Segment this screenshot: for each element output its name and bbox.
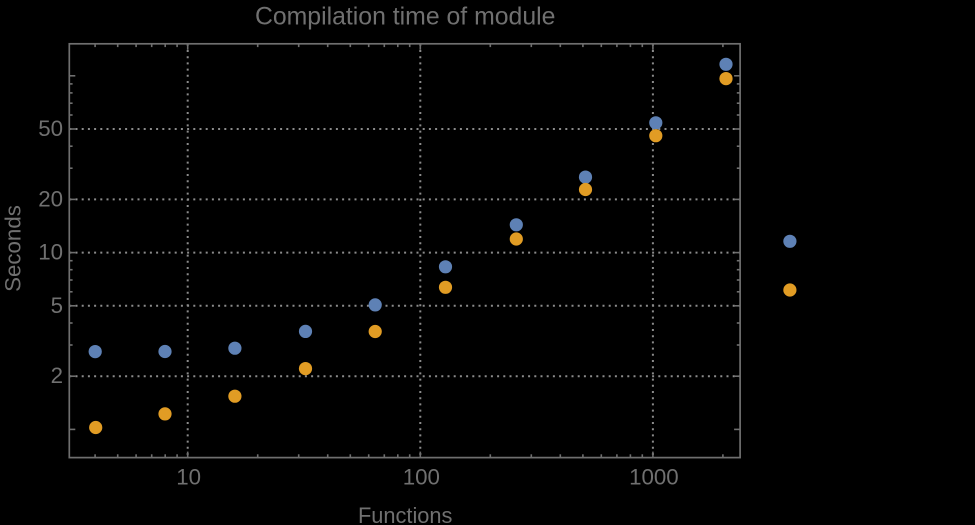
svg-text:20: 20 <box>38 186 63 211</box>
svg-text:100: 100 <box>403 465 440 490</box>
svg-text:10: 10 <box>176 465 201 490</box>
svg-text:Compilation time of module: Compilation time of module <box>255 3 555 30</box>
svg-text:1000: 1000 <box>629 465 679 490</box>
svg-text:10: 10 <box>38 240 63 265</box>
svg-text:50: 50 <box>38 116 63 141</box>
svg-text:5: 5 <box>51 293 63 318</box>
svg-text:2: 2 <box>51 363 63 388</box>
svg-text:Seconds: Seconds <box>0 205 25 292</box>
svg-text:Functions: Functions <box>358 503 453 525</box>
